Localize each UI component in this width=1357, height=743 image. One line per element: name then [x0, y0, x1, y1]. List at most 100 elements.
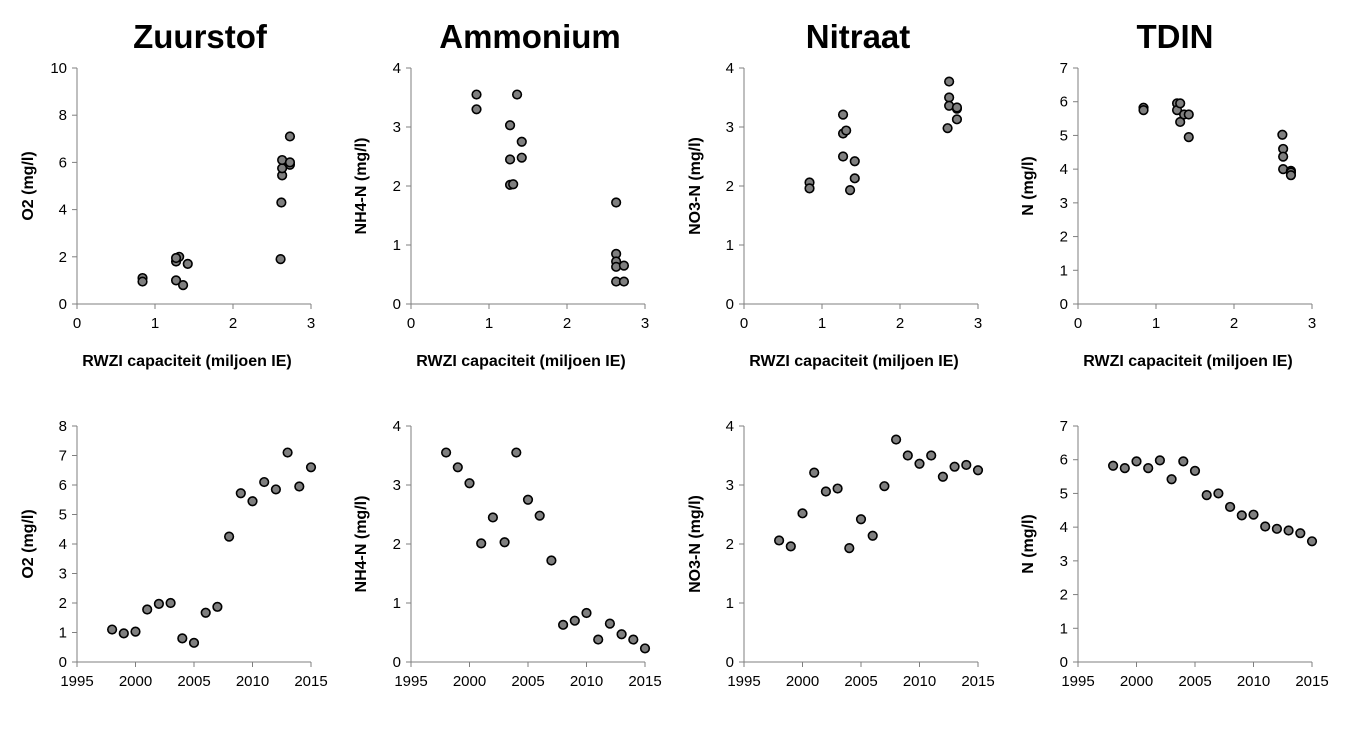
data-point: [914, 458, 925, 469]
y-tick-label: 5: [1060, 127, 1068, 144]
data-point: [797, 508, 808, 519]
data-point: [511, 89, 523, 100]
data-point: [200, 607, 211, 618]
data-point: [441, 447, 452, 458]
y-tick-label: 0: [59, 654, 67, 671]
y-tick-label: 2: [1060, 587, 1068, 604]
data-point: [902, 450, 913, 461]
chart-panel: 0 1 2 3 4 5 6 7 1995 2000 2005 2010 2015 N (mg/l): [1020, 418, 1329, 690]
x-tick-label: 2: [229, 315, 237, 332]
y-tick-label: 6: [1060, 94, 1068, 111]
y-tick-label: 2: [726, 178, 734, 195]
y-tick-label: 6: [59, 154, 67, 171]
data-point: [546, 555, 557, 566]
y-tick-label: 0: [1060, 296, 1068, 313]
chart-panel: 0 1 2 3 4 0 1 2 3 NH4-N (mg/l) RWZI capaciteit (mi…: [353, 60, 649, 370]
data-point: [1236, 510, 1247, 521]
x-tick-label: 2000: [786, 673, 819, 690]
y-tick-label: 4: [393, 60, 401, 77]
data-point: [1224, 501, 1236, 513]
data-point: [212, 601, 223, 612]
data-point: [773, 535, 785, 546]
data-point: [611, 197, 622, 208]
data-point: [1189, 465, 1201, 476]
y-axis-label: NH4-N (mg/l): [353, 496, 370, 593]
x-tick-label: 2010: [236, 673, 269, 690]
data-point: [170, 252, 182, 264]
y-tick-label: 1: [393, 237, 401, 254]
chart-panel: 0 1 2 3 4 5 6 7 0 1 2 3 N (mg/l) RWZI capaciteit (mil…: [1020, 60, 1316, 370]
x-tick-label: 2010: [903, 673, 936, 690]
x-axis-label: RWZI capaciteit (miljoen IE): [416, 353, 626, 370]
data-point: [1285, 170, 1297, 181]
data-point: [106, 624, 118, 635]
y-axis-label: N (mg/l): [1020, 156, 1037, 216]
y-tick-label: 3: [393, 477, 401, 494]
data-point: [1183, 109, 1194, 120]
data-point: [942, 123, 953, 134]
x-tick-label: 3: [974, 315, 982, 332]
x-axis-label: RWZI capaciteit (miljoen IE): [1083, 353, 1293, 370]
data-point: [142, 604, 153, 615]
data-point: [276, 197, 287, 208]
data-point: [785, 541, 796, 552]
data-point: [844, 543, 855, 554]
data-point: [452, 462, 463, 473]
x-tick-label: 1995: [60, 673, 93, 690]
y-tick-label: 4: [393, 418, 401, 435]
y-tick-label: 1: [59, 625, 67, 642]
data-point: [867, 530, 878, 541]
data-point: [487, 512, 499, 523]
chart-panel: 0 2 4 6 8 10 0 1 2 3 O2 (mg/l) RWZI capaciteit (mil…: [20, 60, 315, 370]
chart-panel: 0 1 2 3 4 5 6 7 8 1995 2000 2005 2010 2015 O2 (mg/l): [20, 418, 328, 690]
x-tick-label: 0: [740, 315, 748, 332]
data-point: [1306, 536, 1318, 547]
y-tick-label: 3: [59, 566, 67, 583]
y-tick-label: 5: [1060, 485, 1068, 502]
data-point: [616, 629, 627, 640]
x-tick-label: 1: [485, 315, 493, 332]
data-point: [270, 484, 282, 495]
y-tick-label: 2: [393, 536, 401, 553]
x-tick-label: 2005: [511, 673, 544, 690]
data-point: [294, 481, 305, 492]
y-tick-label: 1: [726, 595, 734, 612]
column-title-tdin: TDIN: [1137, 18, 1214, 55]
data-point: [628, 634, 639, 645]
data-point: [275, 254, 286, 265]
y-tick-label: 4: [726, 418, 734, 435]
data-point: [1175, 98, 1186, 109]
data-point: [841, 125, 852, 136]
x-tick-label: 0: [1074, 315, 1082, 332]
data-point: [516, 152, 527, 163]
chart-panel: 0 1 2 3 4 1995 2000 2005 2010 2015 NH4-N (mg/l): [353, 418, 662, 690]
x-tick-label: 1995: [394, 673, 427, 690]
data-point: [1143, 463, 1154, 474]
y-tick-label: 1: [726, 237, 734, 254]
y-tick-label: 7: [59, 448, 67, 465]
data-point: [170, 275, 182, 286]
y-tick-label: 2: [1060, 229, 1068, 246]
y-tick-label: 0: [393, 654, 401, 671]
data-point: [581, 607, 592, 619]
x-tick-label: 2000: [453, 673, 486, 690]
x-tick-label: 0: [407, 315, 415, 332]
data-point: [284, 131, 296, 142]
data-point: [618, 276, 630, 287]
chart-panel: 0 1 2 3 4 1995 2000 2005 2010 2015 NO3-N (mg/l): [687, 418, 995, 690]
x-tick-label: 3: [1308, 315, 1316, 332]
y-tick-label: 10: [50, 60, 67, 77]
data-point: [1166, 474, 1177, 485]
column-title-ammonium: Ammonium: [439, 18, 621, 55]
data-point: [1154, 455, 1165, 466]
data-point: [1213, 488, 1224, 499]
x-tick-label: 3: [641, 315, 649, 332]
data-point: [837, 109, 849, 120]
y-tick-label: 4: [726, 60, 734, 77]
data-point: [1131, 456, 1142, 467]
data-point: [188, 637, 200, 648]
x-tick-label: 2005: [1178, 673, 1211, 690]
x-axis-label: RWZI capaciteit (miljoen IE): [82, 353, 292, 370]
x-tick-label: 2005: [177, 673, 210, 690]
